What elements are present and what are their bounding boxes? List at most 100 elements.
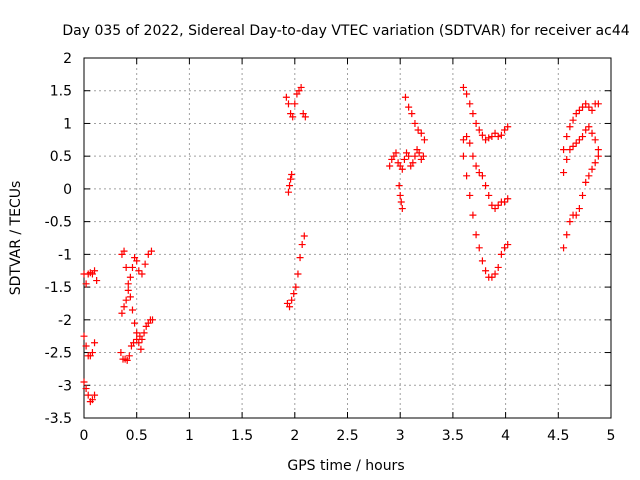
data-point [405,103,413,111]
data-point [294,270,302,278]
data-point [122,263,130,271]
data-point [501,244,509,252]
data-point [466,100,474,108]
data-point [284,100,292,108]
data-point [138,270,146,278]
data-point [124,280,132,288]
x-tick-label: 1.5 [231,428,253,444]
x-axis-label: GPS time / hours [287,458,404,474]
data-point [120,303,128,311]
data-point [398,165,406,173]
data-point [131,319,139,327]
data-point [409,159,417,167]
data-point [585,172,593,180]
data-point [282,93,290,101]
data-point [478,172,486,180]
data-point [563,133,571,141]
x-tick-label: 1 [185,428,194,444]
data-point [147,247,155,255]
data-point [297,83,305,91]
y-tick-label: -1.5 [45,280,72,296]
data-point [494,133,502,141]
data-point [591,159,599,167]
data-point [91,391,99,399]
data-point [128,306,136,314]
axis-ticks [83,57,612,419]
data-point [594,146,602,154]
data-point [579,133,587,141]
data-point [126,293,134,301]
data-point [408,110,416,118]
y-tick-label: -2 [58,313,72,329]
data-point [582,100,590,108]
data-point [141,260,149,268]
data-point [504,241,512,249]
data-point [478,131,486,139]
data-point [572,211,580,219]
data-point [300,232,308,240]
data-point [398,205,406,213]
data-point [301,113,309,121]
data-point [591,136,599,144]
y-tick-label: -2.5 [45,346,72,362]
data-point [91,339,99,347]
data-point [585,123,593,131]
data-point [459,83,467,91]
data-point [91,267,99,275]
data-point [415,149,423,157]
data-point [459,152,467,160]
data-point [135,267,143,275]
data-point [133,257,141,265]
data-point [575,136,583,144]
data-point [286,303,294,311]
data-point [296,254,304,262]
data-point [144,250,152,258]
data-point [125,352,133,360]
data-point [395,182,403,190]
data-point [475,126,483,134]
data-point [137,345,145,353]
data-point [120,247,128,255]
y-tick-label: 1.5 [50,84,72,100]
data-point [411,119,419,127]
data-point [582,178,590,186]
data-point [82,385,90,393]
x-tick-label: 4.5 [547,428,569,444]
x-tick-label: 3 [396,428,405,444]
data-point [482,182,490,190]
data-point [411,152,419,160]
data-point [123,356,131,364]
data-point [392,149,400,157]
data-point [414,126,422,134]
data-point [463,90,471,98]
data-point [560,169,568,177]
data-point [585,103,593,111]
data-point [290,290,298,298]
data-point [386,162,394,170]
data-point [488,201,496,209]
data-point [298,241,306,249]
data-point [566,146,574,154]
data-point [497,250,505,258]
data-point [288,296,296,304]
x-tick-label: 0 [80,428,89,444]
y-tick-labels: 2 1.5 1 0.5 0 -0.5 -1 -1.5 -2 -2.5 -3 -3.5 [45,51,72,427]
data-point [588,165,596,173]
data-point [287,175,295,183]
data-point [579,191,587,199]
data-point [488,133,496,141]
data-point [569,142,577,150]
data-point [491,205,499,213]
data-point [472,231,480,239]
data-point [566,218,574,226]
data-point [93,277,101,285]
x-tick-labels: 0 0.5 1 1.5 2 2.5 3 3.5 4 4.5 5 [80,428,616,444]
x-tick-label: 2 [290,428,299,444]
data-point [501,126,509,134]
data-point [488,273,496,281]
data-point [579,103,587,111]
data-point [284,188,292,196]
data-point [491,129,499,137]
data-point [572,110,580,118]
data-point [140,329,148,337]
